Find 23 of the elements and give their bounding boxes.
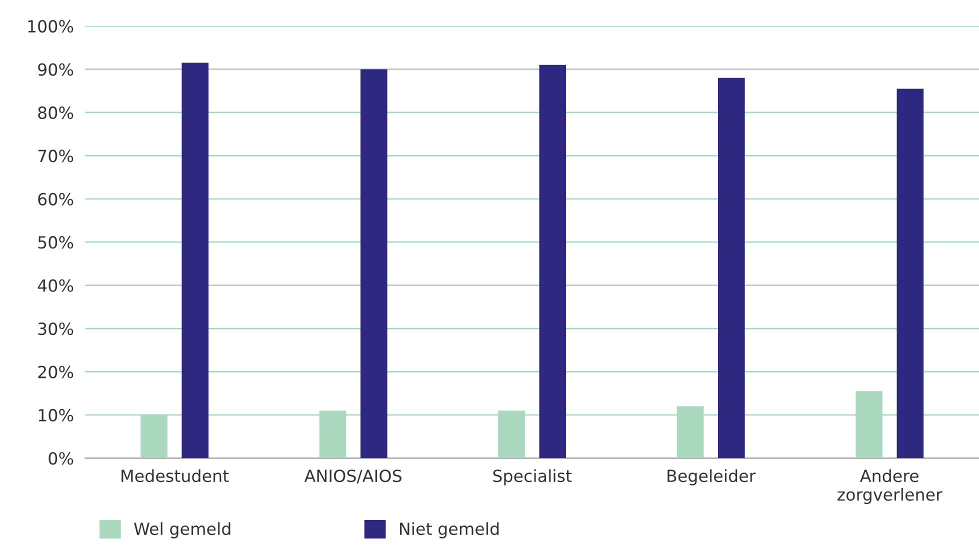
y-tick-label: 50% [38, 236, 74, 249]
y-tick-label: 90% [38, 63, 74, 76]
y-tick-label: 20% [38, 366, 74, 378]
x-tick-label: Begeleider [668, 469, 756, 486]
x-tick-label: Andere zorgverlener [838, 469, 942, 504]
y-tick-label: 10% [38, 408, 74, 422]
legend-label: Niet gemeld [400, 522, 499, 538]
y-tick-label: 100% [28, 20, 74, 33]
bar [718, 78, 745, 458]
x-tick-label: ANIOS/AIOS [304, 470, 402, 484]
bar [896, 88, 924, 458]
bar [360, 69, 388, 458]
y-tick-label: 80% [38, 106, 74, 120]
y-tick-label: 40% [38, 279, 74, 292]
bar [182, 62, 209, 458]
y-tick-label: 60% [38, 192, 74, 206]
x-tick-label: Medestudent [122, 469, 229, 482]
y-tick-label: 0% [48, 452, 74, 465]
y-tick-label: 70% [38, 150, 74, 162]
legend-label: Wel gemeld [134, 522, 230, 538]
x-tick-label: Specialist [493, 469, 572, 486]
bar [539, 64, 566, 458]
y-tick-label: 30% [38, 322, 74, 336]
